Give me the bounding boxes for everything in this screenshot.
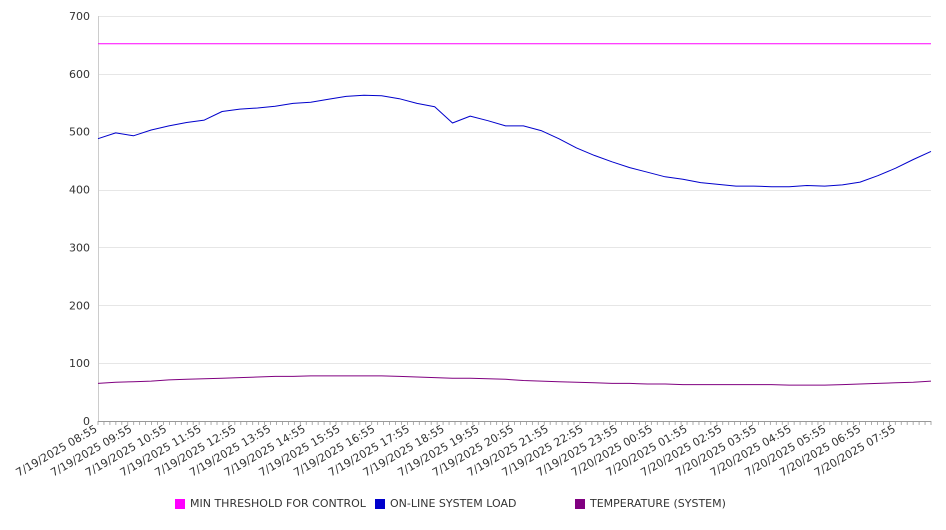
y-tick-label: 700 (69, 10, 90, 23)
x-tick-labels: 7/19/2025 08:557/19/2025 09:557/19/2025 … (14, 422, 898, 479)
series-line-2 (97, 375, 932, 386)
legend-item-min-threshold[interactable]: MIN THRESHOLD FOR CONTROL (175, 497, 366, 510)
y-tick-labels: 0 100 200 300 400 500 600 700 (69, 10, 90, 428)
y-tick-label: 100 (69, 357, 90, 370)
legend-label-temperature: TEMPERATURE (SYSTEM) (590, 497, 726, 510)
axes (97, 16, 932, 425)
y-tick-label: 0 (83, 415, 90, 428)
legend-swatch-online-load (375, 498, 385, 509)
y-tick-label: 500 (69, 126, 90, 139)
legend-item-online-load[interactable]: ON-LINE SYSTEM LOAD (375, 497, 516, 510)
legend-item-temperature[interactable]: TEMPERATURE (SYSTEM) (575, 497, 726, 510)
legend-swatch-min-threshold (175, 498, 185, 509)
series-lines (97, 43, 932, 386)
legend-label-online-load: ON-LINE SYSTEM LOAD (390, 497, 517, 510)
y-tick-label: 600 (69, 68, 90, 81)
gridlines (98, 16, 931, 364)
legend-swatch-temperature (575, 498, 585, 509)
legend-label-min-threshold: MIN THRESHOLD FOR CONTROL (190, 497, 366, 510)
y-tick-label: 200 (69, 299, 90, 312)
y-tick-label: 400 (69, 184, 90, 197)
series-line-1 (97, 94, 932, 188)
legend: MIN THRESHOLD FOR CONTROL ON-LINE SYSTEM… (0, 497, 946, 517)
y-tick-label: 300 (69, 241, 90, 254)
